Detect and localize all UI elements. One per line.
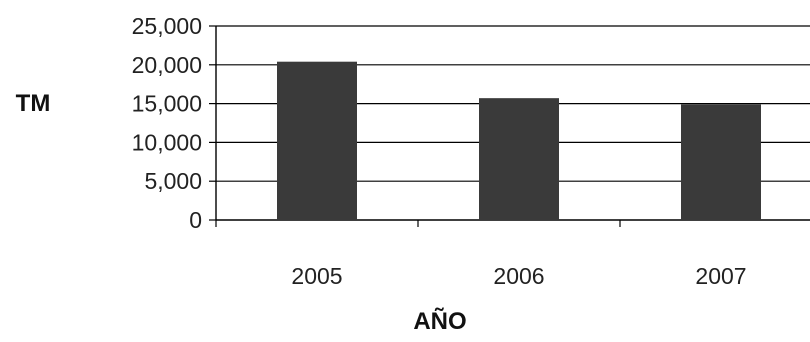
y-tick-label: 10,000	[132, 129, 202, 155]
y-tick-label: 20,000	[132, 52, 202, 78]
x-tick-label: 2007	[695, 263, 746, 289]
y-tick-label: 0	[189, 207, 202, 233]
x-axis-label: AÑO	[413, 308, 467, 335]
y-tick-label: 15,000	[132, 91, 202, 117]
x-tick-label: 2006	[493, 263, 544, 289]
bar-2006	[479, 98, 559, 220]
y-axis-label: TM	[15, 90, 51, 117]
y-tick-label: 5,000	[144, 168, 202, 194]
bar-2007	[681, 104, 761, 220]
y-tick-label: 25,000	[132, 13, 202, 39]
bar-2005	[277, 61, 357, 220]
x-tick-label: 2005	[291, 263, 342, 289]
